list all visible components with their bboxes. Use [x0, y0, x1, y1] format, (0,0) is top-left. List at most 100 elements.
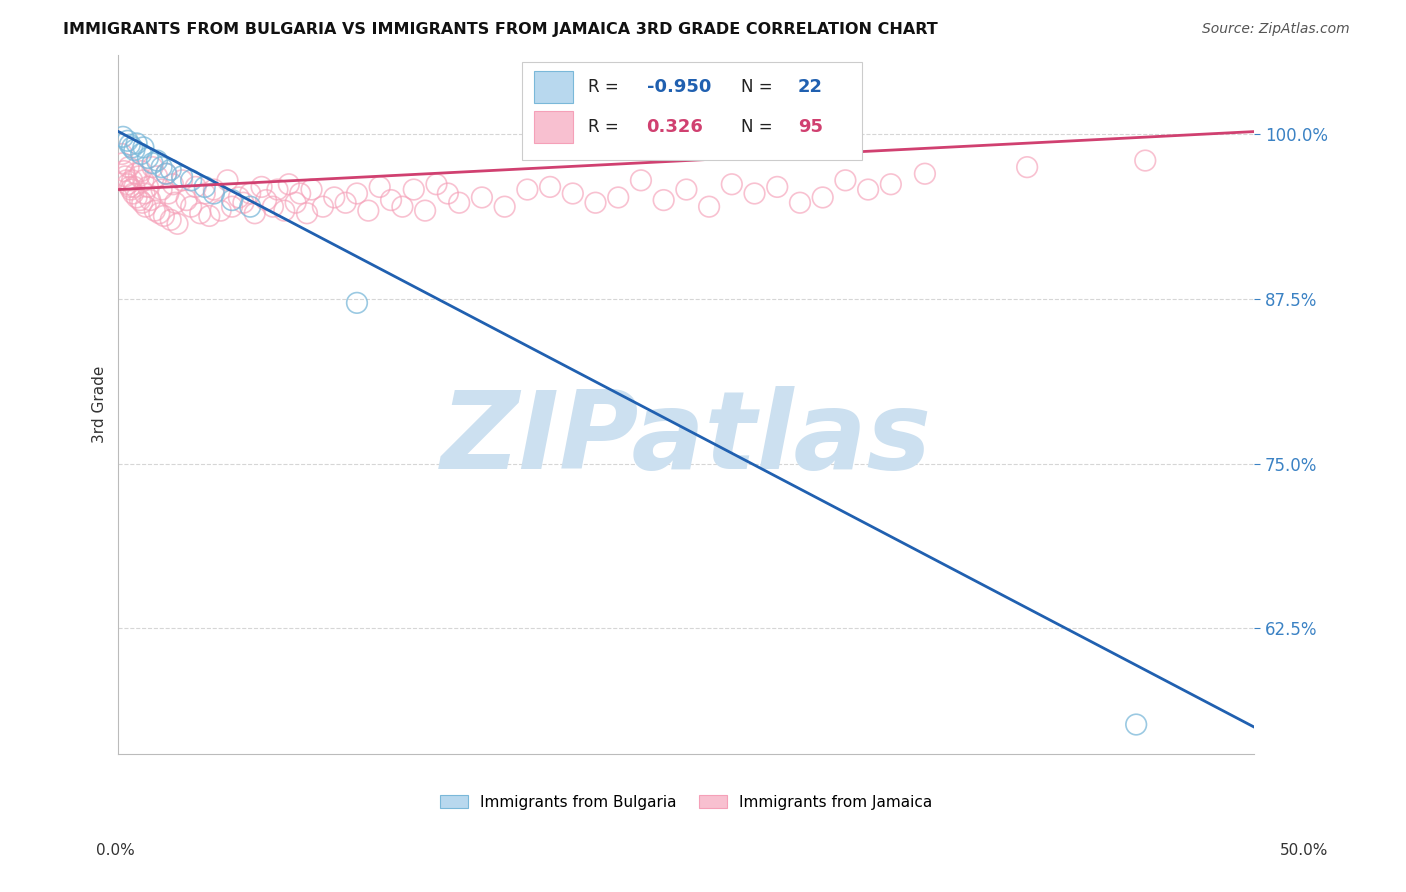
Point — [720, 178, 742, 192]
Point — [323, 190, 346, 204]
Point — [1125, 717, 1147, 731]
Point — [425, 178, 447, 192]
Point — [254, 193, 277, 207]
Point — [811, 190, 834, 204]
Point — [221, 193, 243, 207]
Point — [194, 180, 217, 194]
Text: 0.0%: 0.0% — [96, 843, 135, 857]
Point — [312, 200, 335, 214]
Point — [697, 200, 720, 214]
Text: R =: R = — [588, 118, 623, 136]
Point — [143, 203, 166, 218]
Point — [561, 186, 583, 201]
Point — [111, 156, 134, 170]
Point — [202, 182, 225, 196]
Point — [166, 217, 188, 231]
Point — [136, 151, 159, 165]
Point — [176, 193, 198, 207]
Y-axis label: 3rd Grade: 3rd Grade — [93, 366, 107, 443]
Point — [198, 209, 221, 223]
Point — [118, 180, 141, 194]
Text: ZIPatlas: ZIPatlas — [441, 386, 932, 492]
Point — [129, 193, 152, 207]
Point — [132, 140, 155, 154]
Text: -0.950: -0.950 — [647, 78, 711, 95]
Point — [250, 180, 273, 194]
Point — [239, 200, 262, 214]
Point — [129, 147, 152, 161]
Point — [170, 173, 193, 187]
Point — [115, 173, 138, 187]
Point — [585, 195, 607, 210]
Point — [856, 182, 879, 196]
Point — [437, 186, 460, 201]
Point — [202, 186, 225, 201]
Point — [273, 203, 295, 218]
Point — [232, 195, 254, 210]
Point — [180, 200, 202, 214]
Point — [288, 186, 311, 201]
Point — [538, 180, 561, 194]
Point — [194, 186, 217, 201]
FancyBboxPatch shape — [534, 70, 572, 103]
Point — [239, 186, 262, 201]
Point — [131, 195, 153, 210]
Point — [630, 173, 652, 187]
Point — [135, 200, 157, 214]
Point — [346, 296, 368, 310]
Point — [188, 206, 211, 220]
Point — [834, 173, 856, 187]
Point — [170, 169, 193, 184]
Point — [516, 182, 538, 196]
Point — [125, 136, 148, 151]
Point — [141, 160, 163, 174]
Point — [914, 167, 936, 181]
Point — [262, 200, 284, 214]
Point — [346, 186, 368, 201]
Point — [155, 167, 177, 181]
Point — [124, 143, 146, 157]
Point — [124, 180, 146, 194]
Point — [789, 195, 811, 210]
Point — [880, 178, 903, 192]
Point — [121, 173, 143, 187]
Point — [391, 200, 413, 214]
Point — [134, 186, 156, 201]
Point — [184, 180, 207, 194]
FancyBboxPatch shape — [534, 111, 572, 143]
Point — [243, 206, 266, 220]
Point — [139, 193, 162, 207]
Point — [1135, 153, 1157, 168]
Point — [180, 173, 202, 187]
Text: N =: N = — [741, 78, 778, 95]
Text: IMMIGRANTS FROM BULGARIA VS IMMIGRANTS FROM JAMAICA 3RD GRADE CORRELATION CHART: IMMIGRANTS FROM BULGARIA VS IMMIGRANTS F… — [63, 22, 938, 37]
Point — [368, 180, 391, 194]
Text: R =: R = — [588, 78, 623, 95]
Point — [159, 162, 181, 177]
Point — [744, 186, 766, 201]
Point — [118, 160, 141, 174]
Point — [121, 140, 143, 154]
Point — [118, 137, 141, 152]
Point — [150, 182, 173, 196]
Point — [112, 164, 135, 178]
Point — [675, 182, 697, 196]
Text: 95: 95 — [797, 118, 823, 136]
Text: N =: N = — [741, 118, 778, 136]
Point — [114, 169, 136, 184]
Point — [157, 186, 180, 201]
Point — [209, 203, 232, 218]
Point — [607, 190, 630, 204]
Point — [141, 156, 163, 170]
Point — [295, 206, 318, 220]
Point — [150, 160, 173, 174]
FancyBboxPatch shape — [522, 62, 862, 160]
Point — [402, 182, 425, 196]
Point — [136, 180, 159, 194]
Text: 22: 22 — [797, 78, 823, 95]
Point — [132, 173, 155, 187]
Point — [122, 186, 145, 201]
Point — [124, 167, 146, 181]
Point — [221, 200, 243, 214]
Point — [284, 195, 307, 210]
